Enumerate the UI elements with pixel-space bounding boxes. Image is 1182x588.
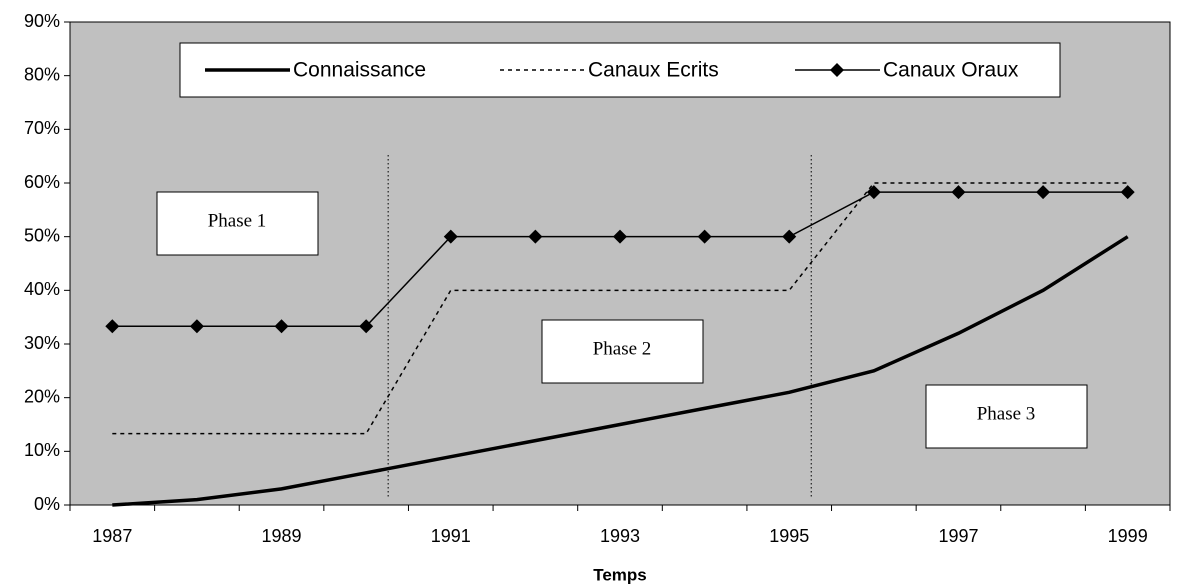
legend-marker — [830, 63, 844, 77]
annotation-box — [541, 319, 704, 384]
x-tick-label: 1999 — [1108, 526, 1148, 546]
x-tick-label: 1989 — [262, 526, 302, 546]
marker — [189, 319, 204, 334]
marker — [613, 229, 627, 244]
legend-label: Canaux Oraux — [883, 59, 1019, 82]
y-tick-label: 50% — [24, 225, 60, 245]
x-tick-label: 1987 — [92, 526, 132, 546]
series-line — [112, 182, 1128, 435]
x-tick-label: 1995 — [769, 526, 809, 546]
legend-label: Connaissance — [293, 59, 426, 82]
x-tick-label: 1997 — [938, 526, 978, 546]
y-tick-label: 60% — [24, 172, 60, 192]
annotation: Phase 3 — [977, 403, 1036, 424]
x-axis-title: Temps — [593, 565, 647, 584]
annotation-box — [156, 191, 319, 256]
marker — [1036, 185, 1051, 200]
y-tick-label: 40% — [24, 279, 60, 299]
y-tick-label: 10% — [24, 440, 60, 460]
marker — [1120, 185, 1135, 200]
marker — [359, 319, 374, 334]
y-tick-label: 80% — [24, 64, 60, 84]
annotation-box — [925, 384, 1088, 449]
y-tick-label: 30% — [24, 333, 60, 353]
marker — [274, 319, 289, 334]
x-tick-label: 1993 — [600, 526, 640, 546]
marker — [782, 229, 797, 244]
marker — [951, 185, 966, 200]
marker — [443, 229, 458, 244]
marker — [697, 229, 712, 244]
y-tick-label: 20% — [24, 386, 60, 406]
legend — [179, 42, 1061, 98]
series-line — [112, 235, 1129, 507]
marker — [528, 229, 543, 244]
x-tick-label: 1991 — [431, 526, 471, 546]
legend-label: Canaux Ecrits — [588, 59, 719, 82]
y-tick-label: 90% — [24, 11, 60, 31]
annotation: Phase 2 — [593, 338, 652, 359]
y-tick-label: 0% — [34, 494, 60, 514]
y-tick-label: 70% — [24, 118, 60, 138]
annotation: Phase 1 — [208, 210, 267, 231]
marker — [866, 185, 881, 200]
marker — [105, 319, 120, 334]
